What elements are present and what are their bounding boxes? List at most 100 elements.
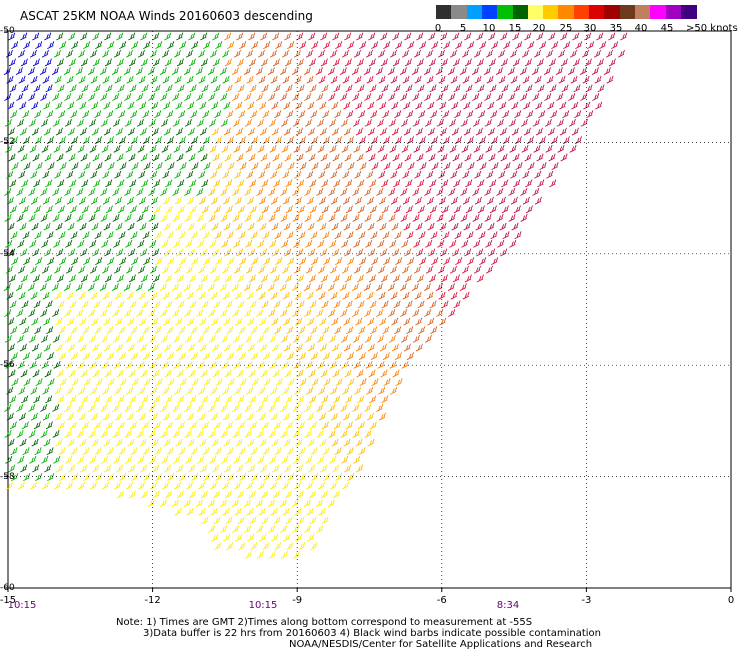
wind-barb xyxy=(112,404,120,412)
wind-barb xyxy=(21,421,29,430)
wind-barb xyxy=(475,222,483,231)
wind-barb xyxy=(92,248,100,257)
wind-barb xyxy=(287,473,295,482)
wind-barb xyxy=(500,248,508,257)
wind-barb xyxy=(222,412,230,421)
wind-barb xyxy=(232,309,240,317)
wind-barb xyxy=(498,170,506,179)
wind-barb xyxy=(271,222,279,231)
wind-barb xyxy=(424,309,432,317)
wind-barb xyxy=(275,41,283,50)
wind-barb xyxy=(64,188,72,196)
wind-barb xyxy=(65,239,73,248)
wind-barb xyxy=(137,144,145,153)
wind-barb xyxy=(380,369,388,378)
wind-barb xyxy=(269,455,277,464)
wind-barb xyxy=(22,110,30,119)
wind-barb xyxy=(568,93,576,101)
wind-barb xyxy=(95,473,103,482)
wind-barb xyxy=(213,84,221,93)
wind-barb xyxy=(345,84,353,93)
wind-barb xyxy=(248,153,256,162)
wind-barb xyxy=(213,179,221,188)
wind-barb xyxy=(417,205,425,214)
wind-barb xyxy=(147,283,155,291)
wind-barb xyxy=(461,239,469,248)
wind-barb xyxy=(152,464,160,473)
wind-barb xyxy=(515,41,523,50)
wind-barb xyxy=(27,283,35,291)
wind-barb xyxy=(400,118,408,127)
wind-barb xyxy=(77,265,85,274)
wind-barb xyxy=(415,101,423,110)
wind-barb xyxy=(111,67,119,75)
wind-barb xyxy=(245,481,253,490)
wind-barb xyxy=(209,49,217,58)
wind-barb xyxy=(42,170,50,179)
wind-barb xyxy=(284,369,292,378)
wind-barb xyxy=(283,317,291,326)
wind-barb xyxy=(370,326,378,335)
wind-barb xyxy=(352,118,360,127)
wind-barb xyxy=(329,360,337,369)
wind-barb xyxy=(261,516,269,525)
wind-barb xyxy=(237,300,245,309)
wind-barb xyxy=(190,231,198,240)
wind-barb xyxy=(451,222,459,231)
wind-barb xyxy=(34,352,42,361)
wind-barb xyxy=(114,170,122,179)
wind-barb xyxy=(270,386,278,395)
wind-barb xyxy=(200,248,208,257)
wind-barb xyxy=(10,326,18,335)
wind-barb xyxy=(295,222,303,231)
wind-barb xyxy=(82,352,90,361)
wind-barb xyxy=(279,283,287,291)
wind-barb xyxy=(58,136,66,145)
wind-barb xyxy=(83,473,91,482)
wind-barb xyxy=(280,404,288,412)
wind-barb xyxy=(220,525,228,533)
wind-barb xyxy=(107,162,115,171)
wind-barb xyxy=(88,334,96,343)
colorbar-swatch xyxy=(650,5,666,19)
wind-barb xyxy=(10,110,18,119)
wind-barb xyxy=(220,429,228,438)
wind-barb xyxy=(45,421,53,430)
wind-barb xyxy=(258,170,266,179)
wind-barb xyxy=(113,239,121,248)
wind-barb xyxy=(154,136,162,145)
wind-barb xyxy=(462,75,470,84)
wind-barb xyxy=(524,153,532,162)
wind-barb xyxy=(394,136,402,145)
wind-barb xyxy=(34,110,42,119)
wind-barb xyxy=(238,110,246,119)
wind-barb xyxy=(20,32,28,41)
wind-barb xyxy=(256,309,264,317)
wind-barb xyxy=(161,360,169,369)
wind-barb xyxy=(606,75,614,84)
wind-barb xyxy=(370,136,378,145)
wind-barb xyxy=(357,179,365,188)
wind-barb xyxy=(297,179,305,188)
wind-barb xyxy=(258,75,266,84)
wind-barb xyxy=(54,75,62,84)
wind-barb xyxy=(198,75,206,84)
wind-barb xyxy=(323,473,331,482)
wind-barb xyxy=(343,222,351,231)
wind-barb xyxy=(81,300,89,309)
wind-barb xyxy=(210,75,218,84)
wind-barb xyxy=(3,283,11,291)
wind-barb xyxy=(305,239,313,248)
wind-barb xyxy=(358,110,366,119)
wind-barb xyxy=(269,144,277,153)
wind-barb xyxy=(283,127,291,136)
wind-barb xyxy=(560,32,568,41)
wind-barb xyxy=(346,110,354,119)
wind-barb xyxy=(285,84,293,93)
wind-barb xyxy=(208,188,216,196)
wind-barb xyxy=(78,196,86,205)
wind-barb xyxy=(332,274,340,283)
wind-barb xyxy=(113,481,121,490)
wind-barb xyxy=(16,118,24,127)
wind-barb xyxy=(376,188,384,196)
